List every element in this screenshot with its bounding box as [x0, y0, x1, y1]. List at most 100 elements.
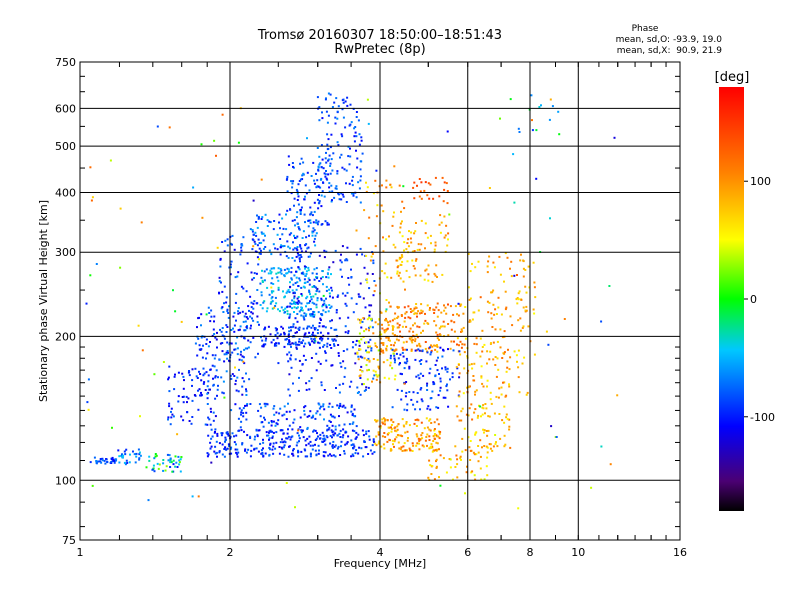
data-point — [250, 444, 253, 447]
data-point — [274, 327, 277, 330]
data-point — [481, 406, 484, 409]
data-point — [446, 389, 449, 392]
data-point — [166, 453, 169, 456]
data-point — [247, 346, 250, 349]
data-point — [366, 359, 369, 362]
data-point — [272, 420, 275, 423]
data-point — [207, 345, 210, 348]
data-point — [220, 432, 223, 435]
data-point — [194, 367, 197, 370]
data-point — [228, 445, 231, 447]
data-point — [182, 387, 185, 390]
data-point — [365, 190, 368, 193]
data-point — [237, 310, 239, 313]
data-point — [364, 341, 366, 344]
data-point — [261, 307, 264, 310]
data-point — [315, 286, 317, 289]
data-point — [312, 331, 314, 334]
data-point — [354, 437, 357, 440]
data-point — [186, 411, 189, 414]
data-point — [353, 445, 356, 448]
data-point — [418, 349, 421, 352]
data-point — [221, 350, 224, 353]
data-point — [267, 434, 270, 437]
data-point — [276, 248, 279, 251]
data-point — [300, 341, 303, 344]
data-point — [315, 272, 318, 275]
data-point — [366, 98, 369, 101]
data-point — [223, 250, 226, 253]
data-point — [449, 347, 452, 350]
data-point — [315, 352, 318, 355]
data-point — [339, 362, 342, 365]
data-point — [404, 312, 407, 315]
data-point — [317, 452, 320, 455]
data-point — [213, 315, 216, 318]
data-point — [382, 210, 385, 213]
data-point — [399, 448, 402, 451]
data-point — [446, 190, 449, 192]
data-point — [241, 355, 244, 358]
data-point — [320, 313, 323, 315]
data-point — [214, 375, 217, 378]
data-point — [304, 274, 307, 277]
data-point — [314, 337, 316, 340]
data-point — [438, 437, 441, 440]
data-point — [350, 404, 353, 407]
data-point — [313, 201, 316, 204]
data-point — [415, 375, 418, 378]
data-point — [217, 384, 219, 387]
data-point — [519, 259, 522, 262]
data-point — [305, 273, 308, 275]
data-point — [201, 216, 204, 219]
data-point — [293, 311, 295, 313]
data-point — [316, 147, 319, 149]
data-point — [296, 190, 299, 193]
data-point — [406, 403, 409, 406]
data-point — [317, 166, 320, 169]
data-point — [168, 390, 171, 393]
data-point — [469, 297, 472, 300]
data-point — [258, 323, 260, 326]
data-point — [226, 238, 229, 241]
data-point — [375, 444, 378, 447]
data-point — [406, 430, 409, 433]
data-point — [255, 221, 258, 223]
data-point — [322, 309, 325, 312]
data-point — [380, 204, 383, 207]
data-point — [296, 246, 299, 248]
data-point — [296, 192, 299, 195]
data-point — [321, 111, 323, 114]
data-point — [334, 425, 337, 428]
data-point — [403, 425, 406, 428]
data-point — [551, 105, 554, 108]
data-point — [315, 267, 318, 270]
data-point — [281, 438, 283, 441]
data-point — [334, 339, 337, 342]
data-point — [224, 440, 226, 443]
data-point — [185, 395, 188, 398]
data-point — [435, 448, 438, 451]
x-tick-label: 8 — [527, 546, 534, 559]
data-point — [309, 343, 311, 346]
data-point — [220, 376, 223, 379]
data-point — [281, 245, 284, 248]
data-point — [479, 439, 482, 442]
data-point — [205, 357, 207, 360]
data-point — [365, 349, 367, 352]
data-point — [221, 443, 224, 446]
data-point — [239, 253, 242, 256]
data-point — [260, 452, 263, 455]
data-point — [600, 445, 603, 448]
data-point — [230, 377, 233, 380]
data-point — [286, 177, 289, 180]
data-point — [297, 429, 300, 432]
data-point — [294, 331, 297, 334]
data-point — [331, 445, 334, 448]
data-point — [460, 330, 462, 333]
data-point — [133, 453, 136, 456]
data-point — [399, 263, 402, 266]
data-point — [535, 177, 538, 180]
y-tick-label: 75 — [62, 534, 76, 547]
data-point — [471, 367, 474, 370]
